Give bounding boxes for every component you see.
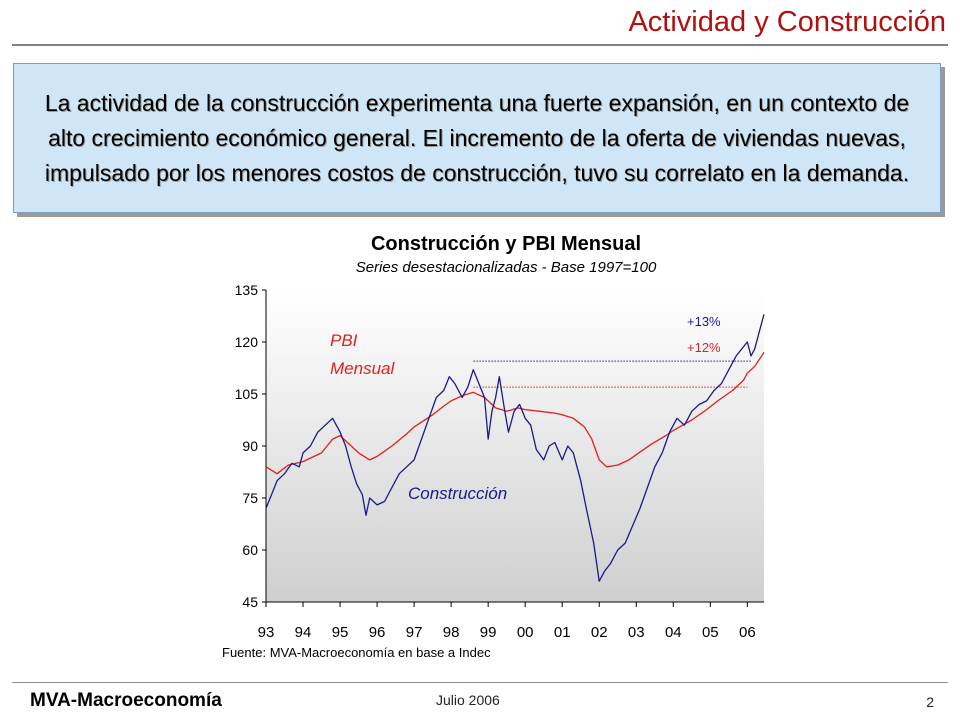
x-tick-label: 02 <box>591 624 608 641</box>
footer-brand: MVA-Macroeconomía <box>30 690 222 711</box>
axes: 45 60 75 90 105 120 135 93 94 95 96 97 98 99 00 01 02 03 0… <box>235 282 764 641</box>
x-tick-label: 06 <box>739 624 756 641</box>
slide-title: Actividad y Construcción <box>628 6 946 38</box>
y-tick-label: 120 <box>235 334 259 350</box>
summary-box: La actividad de la construcción experime… <box>13 63 941 213</box>
chart-source: Fuente: MVA-Macroeconomía en base a Inde… <box>222 645 491 660</box>
label-pbi-line1: PBI <box>330 331 358 350</box>
x-tick-label: 00 <box>517 624 534 641</box>
x-tick-label: 99 <box>480 624 497 641</box>
chart-subtitle: Series desestacionalizadas - Base 1997=1… <box>356 259 657 276</box>
y-tick-label: 105 <box>235 386 259 402</box>
x-tick-label: 04 <box>665 624 682 641</box>
series-line-construcci-n <box>265 314 765 582</box>
x-tick-label: 05 <box>702 624 719 641</box>
x-tick-label: 96 <box>369 624 386 641</box>
x-tick-label: 93 <box>258 624 275 641</box>
series-lines <box>265 314 765 582</box>
x-tick-label: 94 <box>295 624 312 641</box>
y-tick-label: 75 <box>242 490 258 506</box>
x-tick-label: 01 <box>554 624 571 641</box>
label-pbi-line2: Mensual <box>330 359 395 378</box>
plot-area <box>266 290 764 602</box>
x-tick-label: 97 <box>406 624 423 641</box>
y-tick-label: 135 <box>235 282 259 298</box>
chart-title: Construcción y PBI Mensual <box>371 233 641 255</box>
y-tick-label: 60 <box>242 542 258 558</box>
summary-text: La actividad de la construcción experime… <box>44 89 910 186</box>
x-tick-label: 03 <box>628 624 645 641</box>
x-tick-label: 95 <box>332 624 349 641</box>
label-plus12: +12% <box>687 340 721 355</box>
y-tick-label: 45 <box>242 594 258 610</box>
label-construccion: Construcción <box>408 484 507 503</box>
footer-date: Julio 2006 <box>436 692 500 708</box>
y-tick-label: 90 <box>242 438 258 454</box>
label-plus13: +13% <box>687 314 721 329</box>
page-number: 2 <box>926 694 934 710</box>
reference-lines <box>473 360 752 388</box>
footer-divider <box>12 682 948 683</box>
x-tick-label: 98 <box>443 624 460 641</box>
title-divider <box>12 44 948 46</box>
